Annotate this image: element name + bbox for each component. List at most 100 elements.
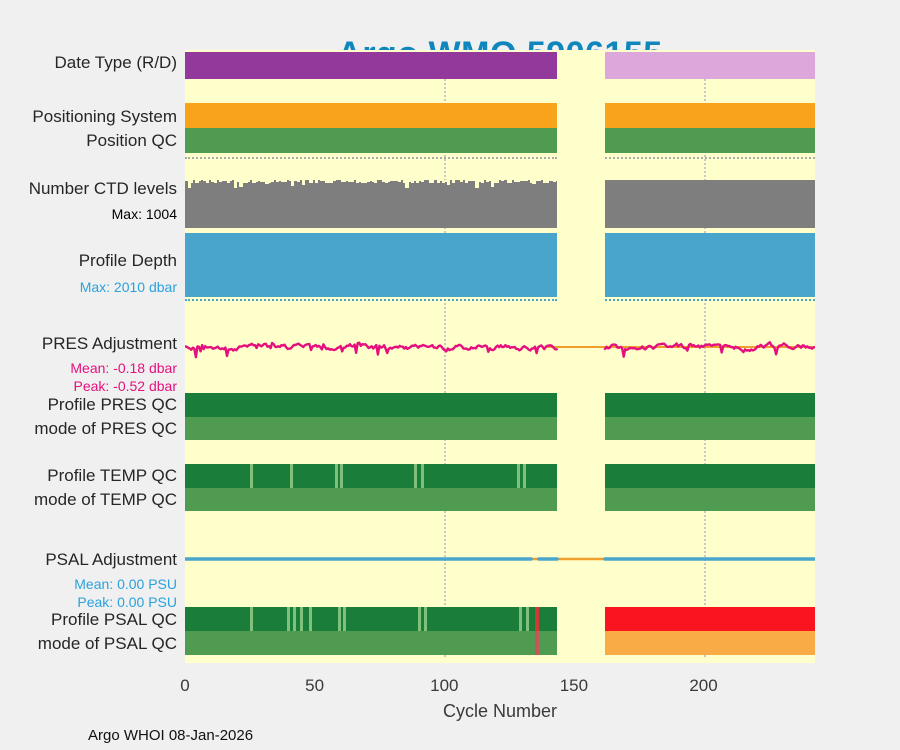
ragged-edge-notch [384, 180, 388, 183]
ragged-edge-notch [371, 180, 375, 182]
ragged-edge-notch [255, 180, 259, 182]
ragged-edge-notch [280, 180, 285, 182]
row-label-9: Peak: -0.52 dbar [73, 377, 177, 394]
qc-flag-stripe [535, 631, 539, 655]
ragged-edge-notch [218, 180, 222, 182]
ragged-edge-notch [537, 180, 541, 181]
ragged-edge-notch [436, 180, 440, 183]
ragged-edge-notch [268, 180, 272, 183]
profile-depth-max-dotline [605, 299, 815, 301]
ragged-edge-notch [322, 180, 326, 181]
ragged-edge-notch [467, 180, 471, 181]
ragged-edge-notch [410, 180, 414, 183]
band-mode-temp-qc [185, 488, 815, 511]
ragged-edge-notch [356, 180, 360, 183]
ragged-edge-notch [431, 180, 435, 183]
ragged-edge-notch [548, 180, 552, 181]
ragged-edge-notch [301, 180, 305, 185]
ragged-edge-notch [332, 180, 336, 181]
qc-flag-stripe [249, 607, 253, 631]
qc-flag-stripe [249, 464, 253, 488]
ragged-edge-notch [550, 180, 554, 181]
ragged-edge-notch [242, 180, 246, 183]
ragged-edge-notch [472, 180, 476, 181]
row-label-10: Profile PRES QC [47, 395, 177, 415]
ragged-edge-notch [496, 180, 500, 183]
band-position-qc [185, 128, 815, 153]
band-date-type [185, 52, 815, 79]
ragged-edge-notch [319, 180, 323, 181]
ragged-edge-notch [555, 180, 557, 181]
ragged-edge-notch [361, 180, 365, 183]
ragged-edge-notch [439, 180, 443, 181]
ragged-edge-notch [446, 180, 451, 185]
ragged-edge-notch [524, 180, 528, 181]
ragged-edge-notch [519, 180, 523, 181]
ragged-edge-notch [522, 180, 526, 181]
band-segment [605, 607, 815, 631]
ragged-edge-notch [475, 180, 479, 188]
ragged-edge-notch [350, 180, 355, 182]
ragged-edge-notch [444, 180, 448, 182]
ragged-edge-notch [459, 180, 463, 182]
row-label-16: Peak: 0.00 PSU [77, 593, 177, 610]
ragged-edge-notch [369, 180, 373, 181]
band-segment [605, 488, 815, 511]
band-segment [605, 393, 815, 417]
ragged-edge-notch [291, 180, 295, 186]
ctd-levels-max-dotline [185, 157, 557, 159]
qc-flag-stripe [420, 464, 424, 488]
ragged-edge-notch [358, 180, 362, 182]
ragged-edge-notch [441, 180, 445, 183]
qc-flag-stripe [414, 464, 418, 488]
row-labels-layer: Date Type (R/D) Positioning System Positio… [0, 0, 180, 750]
ragged-edge-notch [397, 180, 401, 182]
qc-flag-stripe [287, 607, 291, 631]
band-segment [185, 128, 557, 153]
ragged-edge-notch [257, 180, 261, 181]
ragged-edge-notch [213, 180, 217, 183]
ragged-edge-notch [542, 180, 546, 183]
x-tick-200: 200 [689, 676, 718, 695]
ragged-edge-notch [343, 180, 347, 182]
ragged-edge-notch [408, 180, 412, 182]
ragged-edge-notch [223, 180, 228, 181]
band-profile-psal-qc [185, 607, 815, 631]
band-mode-pres-qc [185, 417, 815, 440]
ragged-edge-notch [516, 180, 521, 182]
ragged-edge-notch [420, 180, 425, 182]
ragged-edge-notch [252, 180, 256, 183]
ragged-edge-notch [382, 180, 386, 182]
ragged-edge-notch [221, 180, 225, 181]
x-tick-150: 150 [559, 676, 589, 695]
band-profile-depth [185, 233, 815, 297]
plot-area [185, 50, 815, 663]
ragged-edge-notch [363, 180, 368, 183]
ragged-edge-notch [452, 180, 456, 183]
band-mode-psal-qc [185, 631, 815, 655]
ragged-edge-notch [327, 180, 331, 183]
ragged-edge-notch [532, 180, 536, 184]
ragged-edge-notch [236, 180, 241, 182]
x-tick-100: 100 [430, 676, 459, 695]
ragged-edge-notch [187, 180, 191, 188]
row-label-3: Number CTD levels [28, 179, 177, 199]
band-segment [185, 103, 557, 128]
ragged-edge-notch [345, 180, 349, 181]
band-segment [185, 393, 557, 417]
ragged-edge-notch [262, 180, 266, 182]
ragged-edge-notch [260, 180, 264, 182]
row-label-17: Profile PSAL QC [51, 610, 177, 630]
ragged-edge-notch [509, 180, 513, 183]
band-segment [185, 607, 557, 631]
x-axis-label: Cycle Number [442, 701, 558, 721]
row-label-6: Max: 2010 dbar [79, 278, 177, 295]
band-ctd-levels [185, 180, 815, 228]
ragged-edge-notch [275, 180, 279, 182]
ragged-edge-notch [330, 180, 334, 183]
ragged-edge-notch [535, 180, 539, 181]
ragged-edge-notch [293, 180, 298, 181]
qc-flag-stripe [338, 607, 342, 631]
row-label-13: mode of TEMP QC [34, 490, 177, 510]
